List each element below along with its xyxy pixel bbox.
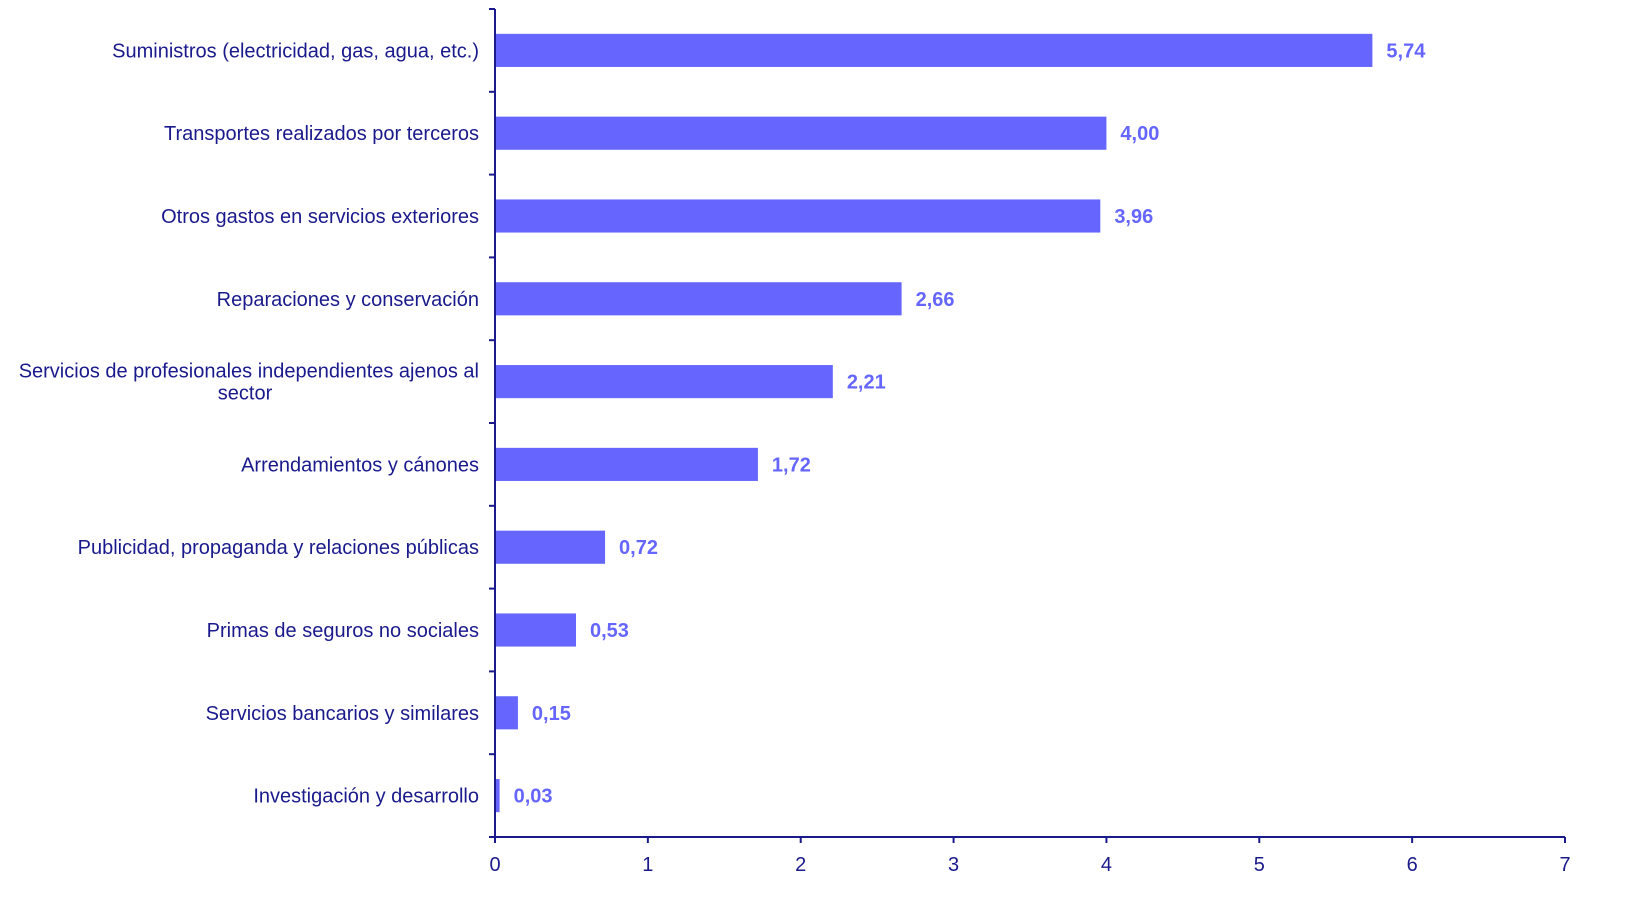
bar-3: [496, 282, 902, 316]
bar-6: [496, 530, 606, 564]
value-label-0: 5,74: [1386, 40, 1426, 62]
labels-layer: 5,74 Suministros (electricidad, gas, agua…: [19, 40, 1427, 807]
bar-5: [496, 447, 758, 481]
value-label-7: 0,53: [590, 620, 629, 642]
bar-2: [496, 199, 1101, 233]
category-label-3: Reparaciones y conservación: [217, 289, 479, 311]
category-label-6: Publicidad, propaganda y relaciones públ…: [78, 537, 479, 559]
category-label-1: Transportes realizados por terceros: [164, 123, 479, 145]
category-label-2: Otros gastos en servicios exteriores: [161, 206, 479, 228]
x-tick-label-6: 6: [1407, 854, 1418, 876]
value-label-6: 0,72: [619, 537, 658, 559]
x-tick-label-5: 5: [1254, 854, 1265, 876]
category-label-0: Suministros (electricidad, gas, agua, et…: [112, 40, 479, 62]
x-tick-label-3: 3: [948, 854, 959, 876]
bar-9: [496, 779, 500, 813]
category-label-5: Arrendamientos y cánones: [241, 454, 479, 476]
category-label-7: Primas de seguros no sociales: [207, 620, 479, 642]
value-label-9: 0,03: [514, 786, 553, 808]
x-tick-label-1: 1: [642, 854, 653, 876]
value-label-2: 3,96: [1114, 206, 1153, 228]
value-label-4: 2,21: [847, 372, 886, 394]
bar-4: [496, 365, 833, 399]
x-tick-label-0: 0: [489, 854, 500, 876]
bar-8: [496, 696, 518, 730]
value-label-8: 0,15: [532, 703, 571, 725]
value-label-1: 4,00: [1120, 123, 1159, 145]
category-label-9: Investigación y desarrollo: [253, 786, 479, 808]
x-tick-label-7: 7: [1559, 854, 1570, 876]
bar-0: [496, 33, 1373, 67]
value-label-3: 2,66: [916, 289, 955, 311]
x-tick-label-2: 2: [795, 854, 806, 876]
bar-1: [496, 116, 1107, 150]
axis-layer: 0 1 2 3 4 5 6 7: [489, 8, 1571, 876]
value-label-5: 1,72: [772, 454, 811, 476]
category-label-8: Servicios bancarios y similares: [206, 703, 479, 725]
category-label-4: Servicios de profesionales independiente…: [19, 361, 479, 405]
bars-layer: [496, 33, 1373, 813]
x-tick-label-4: 4: [1101, 854, 1112, 876]
bar-7: [496, 613, 577, 647]
